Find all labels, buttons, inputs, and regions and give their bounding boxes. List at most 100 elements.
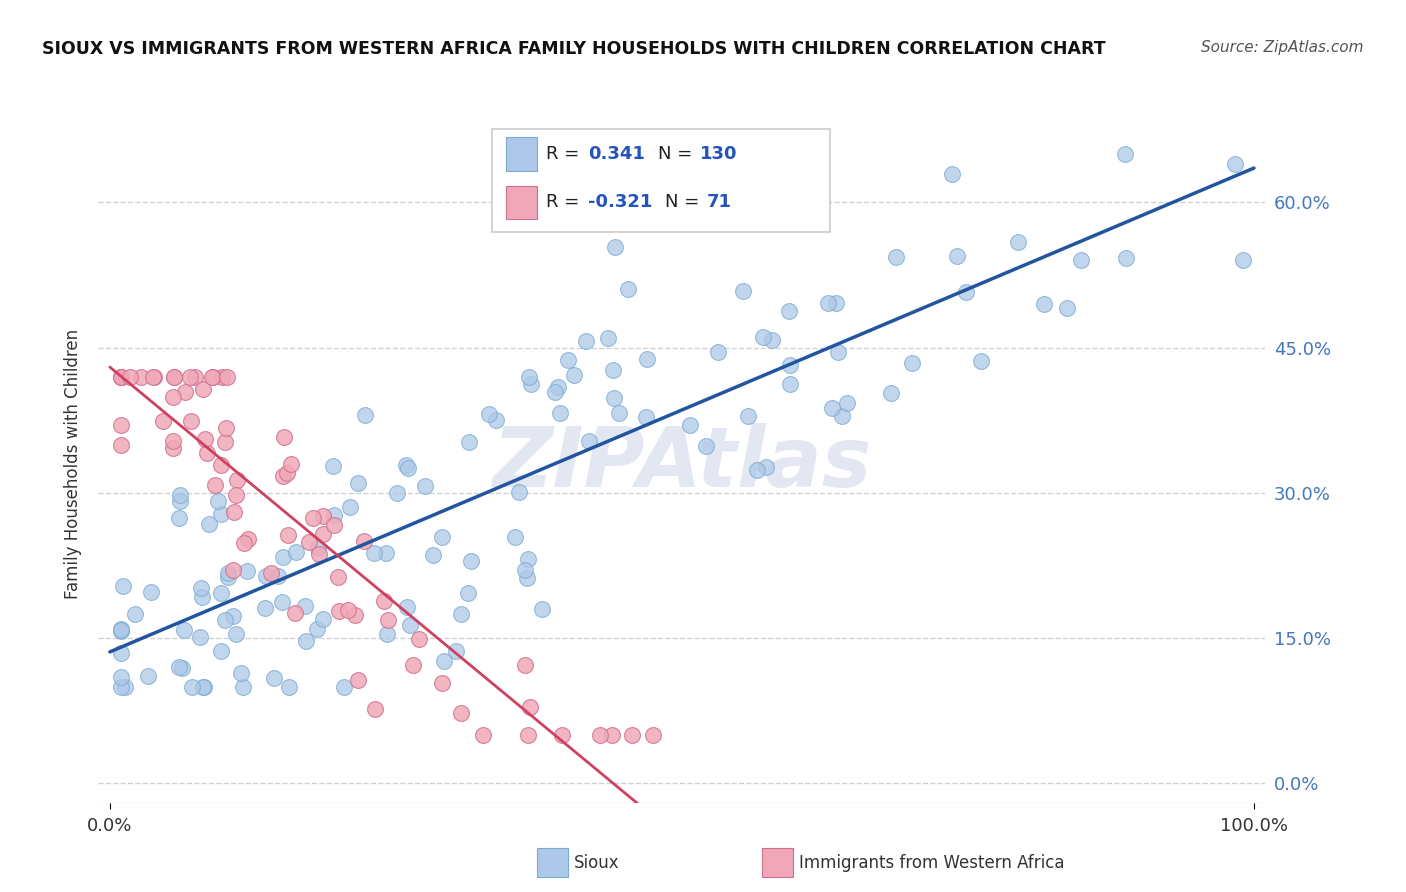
Point: [825, 296, 848, 310]
Point: [209, 644, 232, 658]
Point: [1114, 147, 1136, 161]
Point: [222, 506, 245, 520]
Point: [337, 602, 360, 616]
Point: [641, 728, 664, 742]
Text: 130: 130: [700, 145, 738, 163]
Point: [190, 581, 212, 595]
Point: [322, 508, 344, 523]
Point: [557, 353, 579, 368]
Point: [180, 414, 202, 428]
Point: [444, 644, 467, 658]
Point: [835, 396, 858, 410]
Point: [169, 510, 191, 524]
Point: [225, 488, 247, 502]
Point: [129, 369, 152, 384]
Point: [110, 369, 132, 384]
Point: [308, 547, 330, 561]
Text: N =: N =: [665, 194, 704, 211]
Point: [969, 354, 991, 368]
Point: [603, 391, 626, 405]
Point: [174, 384, 197, 399]
Point: [408, 632, 430, 647]
Point: [180, 680, 202, 694]
Text: N =: N =: [658, 145, 697, 163]
Text: 0.341: 0.341: [588, 145, 644, 163]
Point: [238, 532, 260, 546]
Point: [385, 486, 408, 500]
Point: [222, 563, 245, 577]
Point: [478, 407, 501, 421]
Point: [339, 500, 361, 515]
Point: [167, 660, 190, 674]
Point: [422, 548, 444, 562]
Point: [271, 469, 294, 483]
Point: [602, 363, 624, 377]
Point: [110, 680, 132, 694]
Point: [779, 376, 801, 391]
Point: [277, 527, 299, 541]
Point: [820, 401, 842, 415]
Point: [193, 680, 215, 694]
Point: [328, 604, 350, 618]
Point: [271, 550, 294, 565]
Point: [761, 333, 783, 347]
Point: [110, 418, 132, 433]
Point: [574, 334, 596, 348]
Point: [110, 369, 132, 384]
Point: [607, 406, 630, 420]
Point: [636, 351, 658, 366]
Point: [162, 434, 184, 448]
Point: [217, 570, 239, 584]
Point: [1056, 301, 1078, 315]
Point: [211, 507, 233, 521]
Point: [433, 655, 456, 669]
Text: Immigrants from Western Africa: Immigrants from Western Africa: [799, 854, 1064, 871]
Point: [737, 409, 759, 423]
Point: [120, 369, 142, 384]
Point: [430, 676, 453, 690]
Point: [326, 570, 349, 584]
Point: [884, 250, 907, 264]
Point: [110, 438, 132, 452]
Point: [396, 600, 419, 615]
Point: [142, 369, 165, 384]
Point: [217, 566, 239, 581]
Point: [231, 666, 253, 681]
Point: [733, 284, 755, 298]
Point: [364, 702, 387, 716]
Point: [172, 661, 194, 675]
Point: [513, 658, 536, 673]
Point: [551, 728, 574, 742]
Point: [191, 382, 214, 396]
Point: [204, 477, 226, 491]
Point: [142, 369, 165, 384]
Point: [193, 680, 215, 694]
Point: [163, 369, 186, 384]
Point: [254, 601, 277, 615]
Point: [517, 370, 540, 384]
Point: [578, 434, 600, 448]
Point: [471, 728, 494, 742]
Point: [273, 430, 295, 444]
Text: R =: R =: [546, 194, 585, 211]
Text: R =: R =: [546, 145, 585, 163]
Point: [215, 421, 238, 435]
Point: [460, 554, 482, 568]
Point: [323, 518, 346, 533]
Point: [778, 304, 800, 318]
Point: [110, 624, 132, 639]
Point: [169, 488, 191, 502]
Point: [307, 622, 329, 636]
Point: [198, 517, 221, 532]
Point: [901, 356, 924, 370]
Point: [162, 390, 184, 404]
Point: [295, 633, 318, 648]
Point: [207, 494, 229, 508]
Point: [1032, 297, 1054, 311]
Point: [596, 331, 619, 345]
Point: [307, 541, 329, 555]
Y-axis label: Family Households with Children: Family Households with Children: [65, 329, 83, 599]
Point: [1232, 252, 1254, 267]
Point: [457, 434, 479, 449]
Point: [346, 475, 368, 490]
